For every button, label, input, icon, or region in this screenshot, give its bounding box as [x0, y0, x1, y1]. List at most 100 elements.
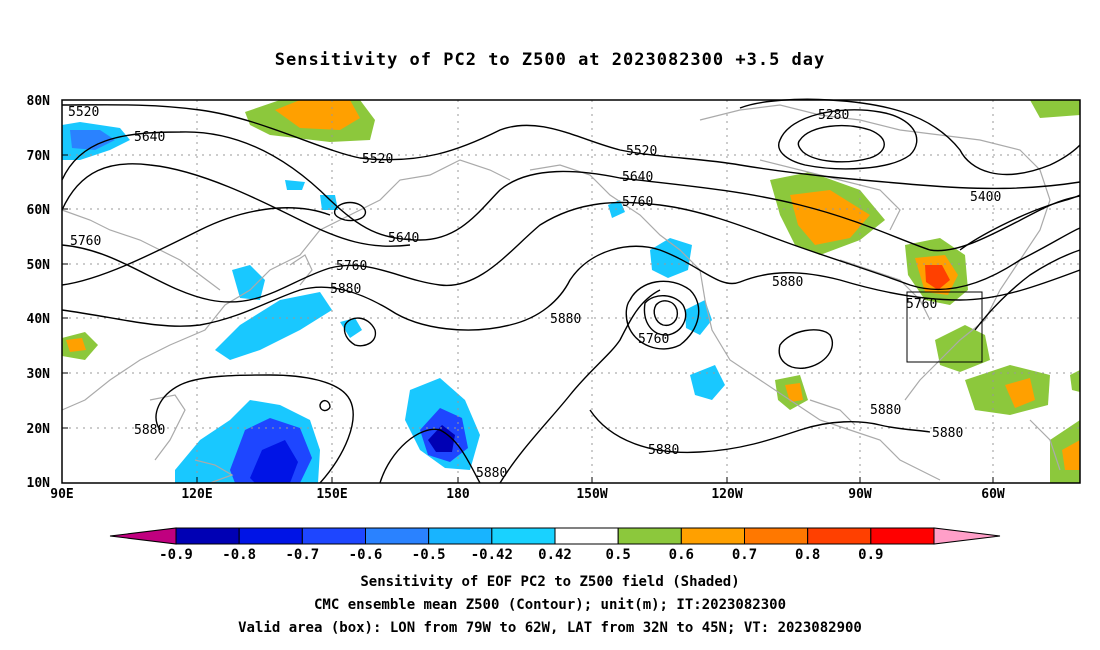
colorbar-label: 0.7 [732, 547, 757, 563]
negative-sensitivity-shading [62, 122, 725, 483]
colorbar-swatch [554, 527, 619, 545]
plot-title: Sensitivity of PC2 to Z500 at 2023082300… [274, 50, 826, 70]
contour-5280 [778, 109, 918, 170]
shade-blob [1030, 100, 1080, 118]
shade-blob [428, 425, 455, 452]
contour-extra-north [61, 163, 411, 247]
colorbar-label: 0.6 [669, 547, 694, 563]
contour-label: 5880 [932, 426, 963, 441]
lon-label: 150E [316, 487, 347, 502]
contour-label: 5520 [626, 144, 657, 159]
map-frame [61, 99, 1081, 484]
colorbar-swatch [807, 527, 872, 545]
contour-label: 5880 [772, 275, 803, 290]
contour-label: 5760 [906, 297, 937, 312]
coastlines [61, 104, 1061, 484]
contour-5760 [61, 201, 1081, 303]
colorbar-swatch [491, 527, 556, 545]
contour-5880-s4 [589, 409, 931, 454]
lat-label: 10N [27, 476, 51, 491]
contour-label: 5760 [336, 259, 367, 274]
lat-label: 60N [27, 203, 51, 218]
shade-blob [250, 440, 298, 483]
shade-blob [275, 100, 360, 130]
contour-label: 5880 [476, 466, 507, 481]
colorbar-label: -0.9 [159, 547, 193, 563]
contour-label: 5400 [970, 190, 1001, 205]
contour-low-180 [625, 280, 700, 350]
contour-extra-3 [959, 194, 1081, 251]
contour-5280-inner [797, 125, 885, 163]
shade-blob [66, 338, 86, 352]
colorbar-max-arrow [933, 527, 1001, 545]
contour-label: 5880 [330, 282, 361, 297]
valid-area-box [906, 291, 983, 363]
lon-label: 90W [848, 487, 872, 502]
contour-low-inner2 [653, 300, 679, 327]
shade-blob [650, 238, 692, 278]
contour-5640 [61, 131, 1081, 252]
shade-blob [70, 130, 115, 150]
colorbar-swatch [680, 527, 745, 545]
contour-5880-s3 [499, 289, 661, 484]
shade-blob [785, 383, 803, 402]
contour-label: 5640 [134, 130, 165, 145]
contour-5880 [61, 245, 1081, 331]
lon-label: 150W [576, 487, 607, 502]
caption-line-3: Valid area (box): LON from 79W to 62W, L… [238, 620, 862, 636]
contour-label: 5880 [648, 443, 679, 458]
contour-small-1 [333, 201, 367, 222]
colorbar-label: 0.8 [795, 547, 820, 563]
contour-extra-4 [974, 249, 1081, 331]
colorbar-swatch [617, 527, 682, 545]
colorbar-swatch [175, 527, 240, 545]
lat-label: 50N [27, 258, 51, 273]
contour-label: 5760 [638, 332, 669, 347]
colorbar-label: -0.6 [349, 547, 383, 563]
axis-ticks [62, 154, 994, 483]
contour-label: 5280 [818, 108, 849, 123]
contour-label: 5880 [134, 423, 165, 438]
shade-blob [285, 180, 305, 190]
colorbar-swatch [238, 527, 303, 545]
caption-line-1: Sensitivity of EOF PC2 to Z500 field (Sh… [360, 574, 740, 590]
colorbar-swatch [301, 527, 367, 545]
contour-label: 5880 [870, 403, 901, 418]
lat-label: 80N [27, 94, 51, 109]
shade-blob [1070, 370, 1080, 392]
contour-label: 5640 [622, 170, 653, 185]
contour-extra-2 [61, 207, 331, 286]
contour-5880-south [155, 374, 354, 484]
shade-blob [1005, 378, 1035, 408]
colorbar-swatch [365, 527, 430, 545]
colorbar-label: -0.7 [285, 547, 319, 563]
contour-5520 [61, 104, 1081, 190]
lat-label: 30N [27, 367, 51, 382]
shade-blob [1062, 440, 1080, 470]
contour-high-s [778, 329, 833, 369]
caption-line-2: CMC ensemble mean Z500 (Contour); unit(m… [313, 597, 786, 613]
contour-label: 5520 [362, 152, 393, 167]
map-panel: 5520 5640 5520 5280 5520 5640 5760 5400 … [27, 94, 1081, 502]
colorbar-min-arrow [109, 527, 177, 545]
shade-blob [215, 292, 332, 360]
shade-blob [925, 265, 950, 290]
colorbar: -0.9 -0.8 -0.7 -0.6 -0.5 -0.42 0.42 0.5 0.6 0.7 0.… [109, 527, 1001, 563]
lon-label: 120E [181, 487, 212, 502]
lon-label: 90E [50, 487, 73, 502]
colorbar-label: -0.42 [471, 547, 513, 563]
shade-blob [690, 365, 725, 400]
lon-tick-labels: 90E 120E 150E 180 150W 120W 90W 60W [50, 487, 1005, 502]
contour-label: 5760 [622, 195, 653, 210]
contour-small-2 [343, 317, 377, 347]
shade-blob [232, 265, 265, 300]
colorbar-swatch [428, 527, 493, 545]
contour-label: 5640 [388, 231, 419, 246]
contour-label: 5520 [68, 105, 99, 120]
lon-label: 120W [711, 487, 742, 502]
contour-low-inner [643, 295, 687, 336]
z500-contours [61, 98, 1081, 484]
contour-5880-s2 [379, 428, 481, 484]
lat-lon-grid [62, 100, 1080, 483]
